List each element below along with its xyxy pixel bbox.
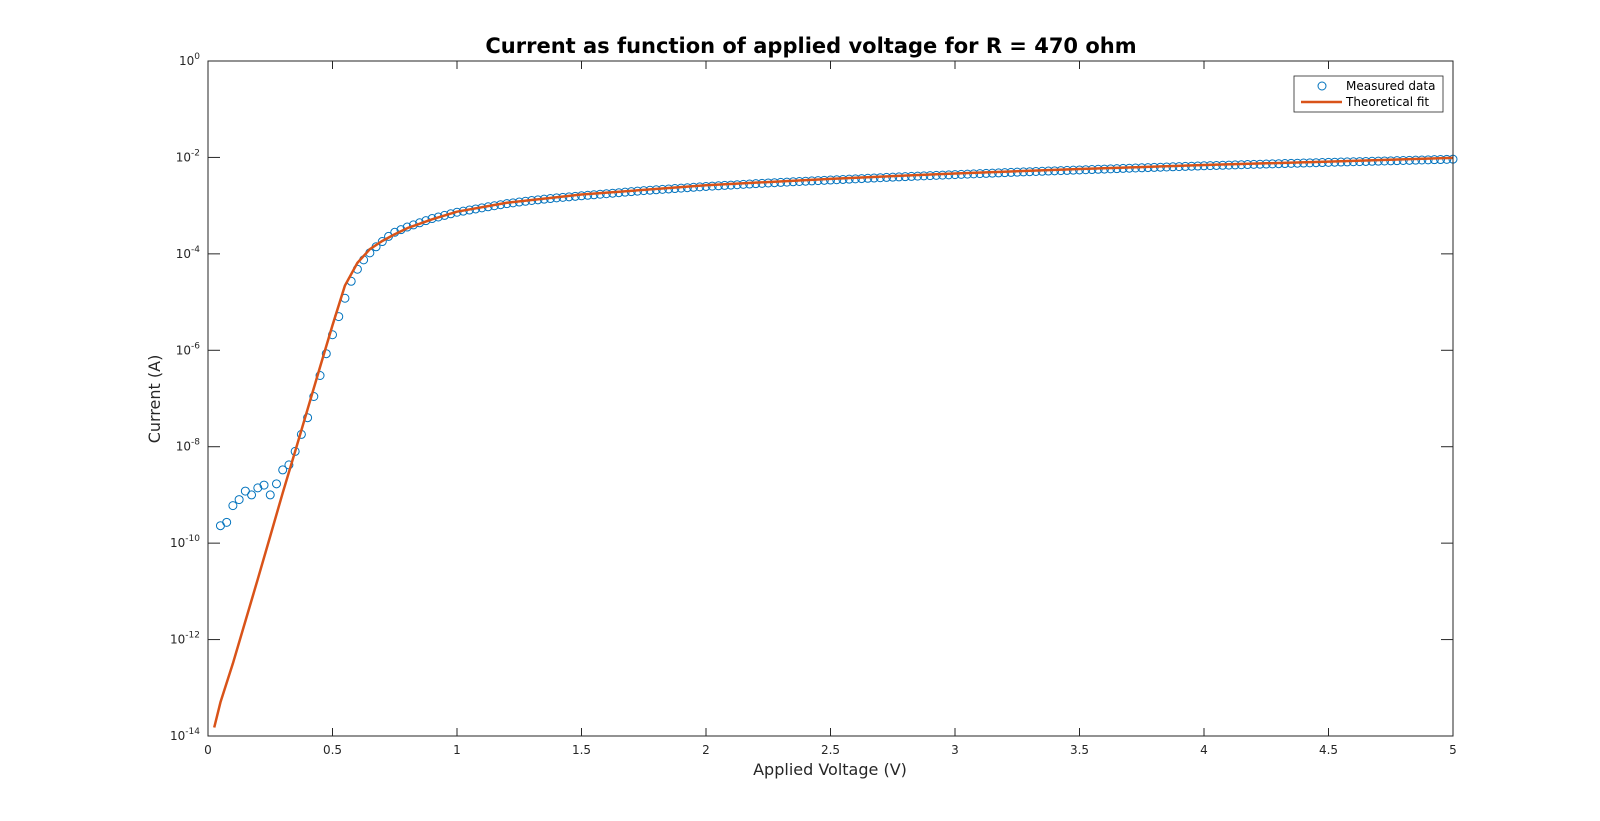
legend-marker-measured: [1317, 81, 1327, 91]
y-tick-label: 10-14: [170, 727, 200, 743]
y-tick-exponent: -10: [185, 534, 200, 544]
chart-title: Current as function of applied voltage f…: [485, 34, 1136, 58]
data-point: [278, 465, 288, 475]
x-tick-label: 0: [204, 743, 212, 757]
fit-line: [213, 156, 1454, 728]
y-tick-label: 10-12: [170, 631, 200, 647]
data-point: [315, 371, 325, 380]
x-axis-label: Applied Voltage (V): [753, 760, 907, 779]
legend-box: [1293, 75, 1444, 113]
x-tick-label: 5: [1449, 743, 1457, 757]
x-tick-label: 2: [702, 743, 710, 757]
data-point: [377, 237, 387, 247]
x-axis-ticks: 0 0.5 1 1.5 2 2.5 3 3.5 4 4.5 5: [204, 61, 1457, 757]
y-tick-base: 10: [176, 150, 191, 164]
y-tick-exponent: -2: [191, 148, 200, 158]
y-tick-base: 10: [176, 247, 191, 261]
legend: Measured data Theoretical fit: [1293, 75, 1444, 113]
y-tick-exponent: -4: [191, 245, 200, 255]
x-tick-label: 1: [453, 743, 461, 757]
y-tick-exponent: -8: [191, 438, 200, 448]
series-layer: [213, 154, 1458, 728]
y-tick-label: 10-4: [176, 245, 201, 261]
data-point: [222, 517, 232, 527]
y-tick-exponent: -12: [185, 631, 200, 641]
data-point: [303, 413, 313, 423]
x-tick-label: 4.5: [1319, 743, 1338, 757]
legend-label-measured: Measured data: [1346, 79, 1435, 93]
data-point: [247, 490, 257, 500]
legend-label-fit: Theoretical fit: [1345, 95, 1429, 109]
y-tick-base: 10: [176, 440, 191, 454]
y-tick-base: 10: [179, 54, 194, 68]
x-tick-label: 0.5: [323, 743, 342, 757]
data-point: [253, 483, 263, 493]
y-tick-label: 10-6: [176, 341, 201, 357]
data-point: [271, 479, 281, 489]
y-tick-base: 10: [170, 729, 185, 743]
plot-area: [208, 61, 1453, 736]
x-tick-label: 1.5: [572, 743, 591, 757]
y-tick-base: 10: [170, 536, 185, 550]
y-tick-base: 10: [170, 633, 185, 647]
y-tick-label: 10-10: [170, 534, 200, 550]
x-tick-label: 3.5: [1070, 743, 1089, 757]
y-tick-label: 100: [179, 52, 200, 68]
x-tick-label: 4: [1200, 743, 1208, 757]
y-axis-label: Current (A): [145, 355, 164, 444]
y-tick-label: 10-2: [176, 148, 200, 164]
x-tick-label: 2.5: [821, 743, 840, 757]
data-point: [228, 501, 238, 511]
data-point: [234, 495, 244, 505]
y-tick-exponent: 0: [194, 52, 200, 62]
data-point: [259, 480, 269, 490]
y-tick-exponent: -6: [191, 341, 200, 351]
y-tick-base: 10: [176, 343, 191, 357]
x-tick-label: 3: [951, 743, 959, 757]
y-tick-exponent: -14: [185, 727, 200, 737]
plot-frame: [207, 60, 1454, 737]
y-tick-label: 10-8: [176, 438, 201, 454]
data-point: [265, 490, 275, 500]
